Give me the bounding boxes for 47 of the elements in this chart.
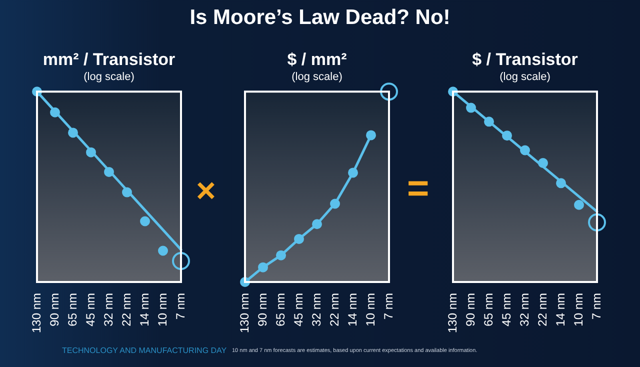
chart-subtitle: (log scale) [500, 71, 550, 84]
point [276, 250, 286, 260]
x-tick-label: 32 nm [517, 292, 532, 326]
x-tick-label: 10 nm [155, 292, 170, 326]
x-tick-label: 90 nm [463, 292, 478, 326]
x-tick-label: 32 nm [309, 292, 324, 326]
point [330, 198, 340, 209]
x-tick-label: 22 nm [535, 292, 550, 326]
point [158, 246, 168, 256]
point [348, 168, 358, 178]
x-tick-label: 32 nm [101, 292, 116, 326]
chart-title: mm² / Transistor [42, 50, 176, 69]
point [366, 130, 376, 140]
chart-subtitle: (log scale) [292, 71, 342, 84]
point [258, 262, 268, 272]
point [574, 200, 584, 210]
x-tick-label: 45 nm [499, 292, 514, 326]
x-tick-label: 65 nm [481, 292, 496, 326]
x-tick-label: 10 nm [571, 292, 586, 326]
x-tick-label: 14 nm [137, 292, 152, 326]
point [312, 219, 322, 230]
x-tick-label: 10 nm [363, 292, 378, 326]
x-tick-label: 130 nm [445, 292, 460, 334]
x-tick-label: 65 nm [273, 292, 288, 326]
x-tick-label: 22 nm [327, 292, 342, 326]
x-tick-label: 130 nm [237, 292, 252, 334]
text: = [407, 168, 430, 211]
x-tick-label: 45 nm [83, 292, 98, 326]
point [294, 234, 304, 244]
x-tick-label: 45 nm [291, 292, 306, 326]
chart-title: $ / mm² [287, 50, 348, 69]
text: Is Moore’s Law Dead? No! [188, 6, 452, 30]
point [140, 216, 150, 226]
x-tick-label: 90 nm [47, 292, 62, 326]
x-tick-label: 7 nm [173, 292, 188, 320]
x-tick-label: 22 nm [119, 292, 134, 326]
x-tick-label: 90 nm [255, 292, 270, 326]
x-tick-label: 14 nm [553, 292, 568, 326]
x-tick-label: 14 nm [345, 292, 360, 326]
x-tick-label: 7 nm [589, 292, 604, 320]
x-tick-label: 130 nm [29, 292, 44, 334]
x-tick-label: 65 nm [65, 292, 80, 326]
chart-title: $ / Transistor [472, 50, 578, 69]
text: TECHNOLOGY AND MANUFACTURING DAY [62, 346, 227, 355]
text: × [196, 172, 216, 211]
x-tick-label: 7 nm [381, 292, 396, 320]
chart-subtitle: (log scale) [84, 71, 134, 84]
